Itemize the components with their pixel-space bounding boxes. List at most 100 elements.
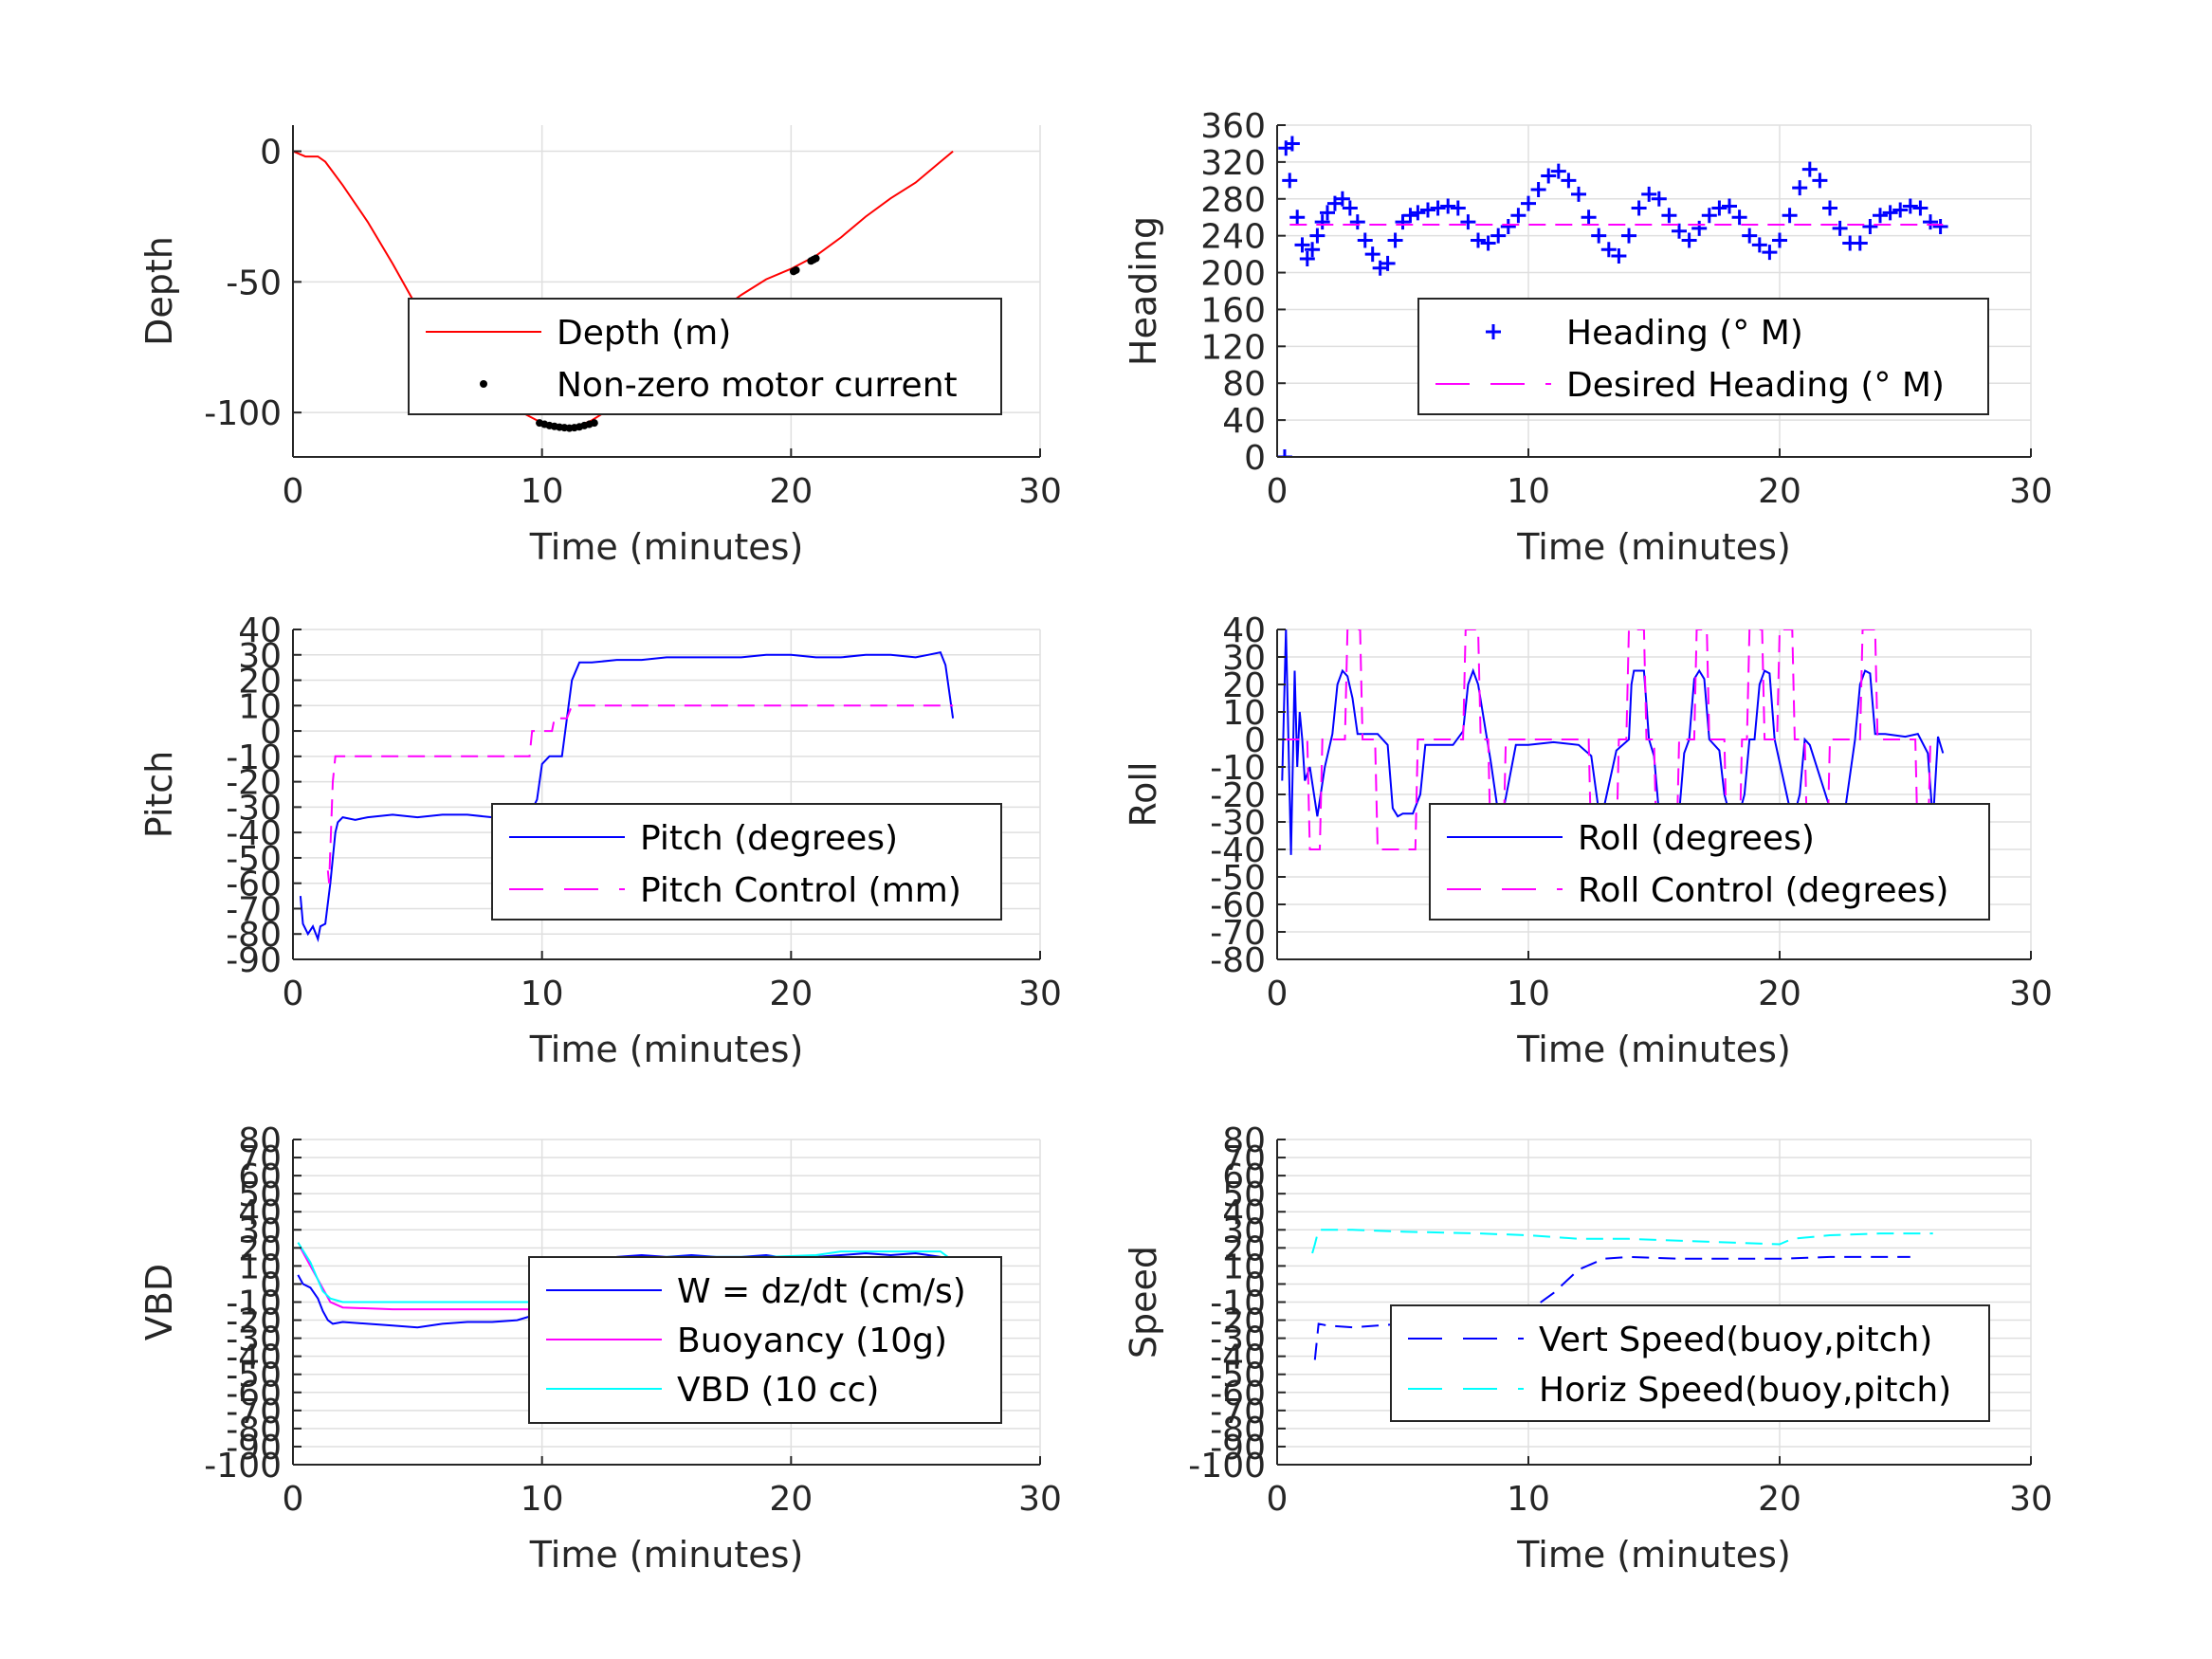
y-tick-label: 80 bbox=[1222, 365, 1266, 404]
x-tick-label: 20 bbox=[769, 1480, 813, 1519]
series-line-2 bbox=[1311, 1229, 1933, 1254]
axes-6: 0 10 20 3080706050403020100-10-20-30-40-50-… bbox=[1123, 1121, 2053, 1576]
data-point bbox=[1320, 205, 1335, 221]
data-point bbox=[1387, 232, 1403, 248]
y-tick-label: 20 bbox=[238, 663, 282, 702]
data-point bbox=[1430, 200, 1446, 216]
x-tick-label: 0 bbox=[1267, 472, 1289, 511]
data-point bbox=[1471, 232, 1486, 248]
data-point bbox=[1299, 250, 1315, 266]
y-tick-label: 20 bbox=[1222, 666, 1266, 705]
y-tick-label: -50 bbox=[1210, 1357, 1266, 1395]
data-point bbox=[1294, 237, 1310, 253]
data-point bbox=[1661, 208, 1677, 224]
data-point bbox=[1722, 198, 1737, 214]
x-tick-label: 30 bbox=[2009, 1480, 2053, 1519]
y-tick-label: -10 bbox=[226, 1285, 282, 1323]
legend-box bbox=[491, 803, 1002, 921]
y-tick-label: 40 bbox=[1222, 1194, 1266, 1232]
x-axis-label: Time (minutes) bbox=[529, 1534, 804, 1576]
legend-box bbox=[1390, 1304, 1990, 1422]
x-tick-label: 20 bbox=[1758, 472, 1801, 511]
data-point bbox=[1641, 186, 1657, 202]
data-point bbox=[1792, 180, 1808, 196]
x-axis-label: Time (minutes) bbox=[529, 526, 804, 568]
data-point bbox=[1305, 242, 1321, 258]
x-tick-label: 30 bbox=[1018, 975, 1062, 1013]
data-point bbox=[1892, 202, 1909, 218]
legend-label: Non-zero motor current bbox=[557, 366, 958, 405]
x-tick-label: 20 bbox=[769, 472, 813, 511]
legend-box bbox=[1429, 803, 1990, 921]
data-point bbox=[1289, 210, 1306, 226]
y-tick-label: 20 bbox=[238, 1230, 282, 1268]
y-tick-label: 0 bbox=[1244, 1266, 1266, 1304]
y-tick-label: 40 bbox=[238, 1194, 282, 1232]
data-point bbox=[1882, 205, 1898, 221]
y-tick-label: -70 bbox=[226, 1393, 282, 1431]
y-tick-label: -30 bbox=[226, 1321, 282, 1359]
y-tick-label: 200 bbox=[1200, 255, 1266, 294]
y-tick-label: 20 bbox=[1222, 1230, 1266, 1268]
y-tick-label: 70 bbox=[1222, 1139, 1266, 1178]
y-tick-label: -60 bbox=[1210, 886, 1266, 925]
data-point bbox=[1711, 200, 1728, 216]
y-tick-label: -40 bbox=[1210, 1339, 1266, 1377]
data-point bbox=[1521, 195, 1536, 211]
data-point bbox=[1530, 182, 1546, 198]
y-tick-label: -100 bbox=[1188, 1447, 1266, 1486]
y-tick-label: 30 bbox=[1222, 639, 1266, 678]
x-axis-label: Time (minutes) bbox=[1516, 1029, 1791, 1070]
data-point bbox=[1852, 235, 1868, 251]
x-tick-label: 0 bbox=[283, 975, 304, 1013]
legend-label: Depth (m) bbox=[557, 314, 731, 353]
legend-label: Desired Heading (° M) bbox=[1566, 366, 1945, 405]
y-tick-label: -90 bbox=[226, 941, 282, 980]
data-layer bbox=[299, 650, 955, 943]
x-tick-label: 10 bbox=[1507, 472, 1550, 511]
data-point bbox=[1621, 228, 1636, 244]
legend-label: Buoyancy (10g) bbox=[677, 1322, 947, 1360]
data-point bbox=[1349, 214, 1365, 230]
data-point bbox=[1357, 232, 1373, 248]
x-tick-label: 30 bbox=[2009, 472, 2053, 511]
x-tick-label: 0 bbox=[1267, 975, 1289, 1013]
y-tick-label: 320 bbox=[1200, 144, 1266, 183]
y-tick-label: -10 bbox=[1210, 1285, 1266, 1323]
data-point bbox=[1751, 237, 1767, 253]
y-tick-label: -50 bbox=[226, 264, 282, 302]
y-tick-label: 30 bbox=[238, 1212, 282, 1250]
data-point bbox=[1822, 200, 1837, 216]
data-point bbox=[1701, 208, 1717, 224]
data-point bbox=[1902, 198, 1918, 214]
x-tick-label: 20 bbox=[1758, 975, 1801, 1013]
y-tick-label: 10 bbox=[1222, 1248, 1266, 1286]
y-tick-label: 360 bbox=[1200, 107, 1266, 146]
data-point bbox=[1801, 161, 1818, 177]
legend-swatch bbox=[1486, 324, 1501, 339]
y-tick-label: 30 bbox=[1222, 1212, 1266, 1250]
data-point bbox=[1762, 245, 1778, 261]
legend-label: Horiz Speed(buoy,pitch) bbox=[1539, 1371, 1951, 1410]
data-point bbox=[1873, 208, 1888, 224]
data-point bbox=[1611, 248, 1627, 264]
y-tick-label: 10 bbox=[238, 1248, 282, 1286]
y-tick-label: 80 bbox=[238, 1121, 282, 1160]
data-point bbox=[1591, 228, 1607, 244]
data-point bbox=[1334, 191, 1350, 207]
data-layer bbox=[293, 150, 954, 432]
x-tick-label: 30 bbox=[2009, 975, 2053, 1013]
legend: Depth (m) Non-zero motor current bbox=[408, 298, 1002, 415]
data-point bbox=[1581, 210, 1597, 226]
legend-label: Vert Speed(buoy,pitch) bbox=[1539, 1321, 1932, 1359]
axes-5: 0 10 20 3080706050403020100-10-20-30-40-50-… bbox=[138, 1121, 1062, 1576]
legend-box bbox=[408, 298, 1002, 415]
data-point bbox=[1314, 214, 1330, 230]
x-tick-label: 30 bbox=[1018, 472, 1062, 511]
legend-label: Roll Control (degrees) bbox=[1578, 871, 1948, 910]
data-point bbox=[1932, 218, 1948, 234]
x-axis-label: Time (minutes) bbox=[1516, 526, 1791, 568]
x-tick-label: 10 bbox=[521, 472, 564, 511]
y-tick-label: -20 bbox=[1210, 1303, 1266, 1341]
data-point bbox=[812, 254, 820, 263]
